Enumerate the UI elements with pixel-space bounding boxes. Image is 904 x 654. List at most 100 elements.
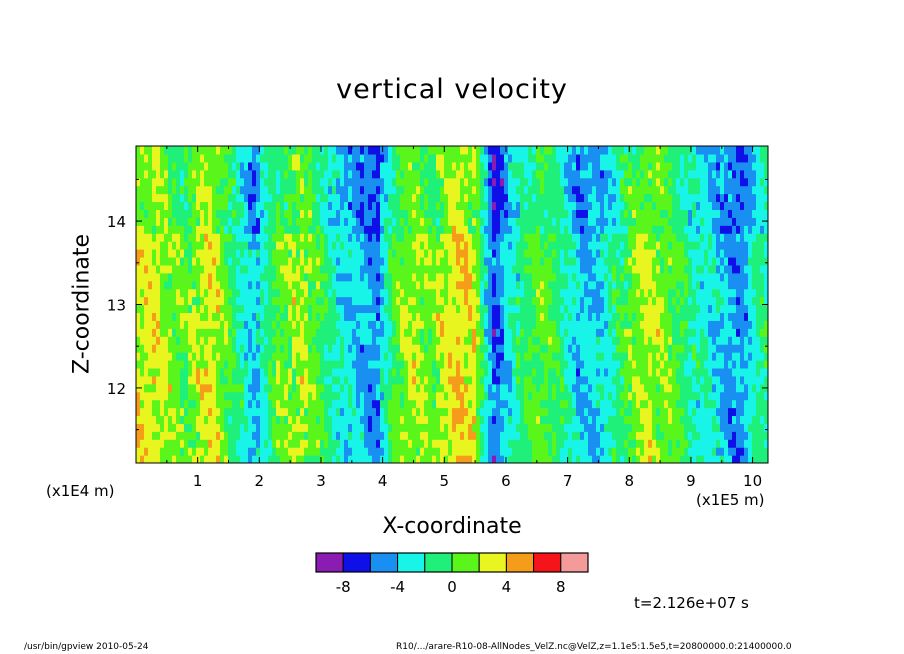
heatmap-cell	[204, 272, 209, 282]
heatmap-cell	[320, 407, 325, 417]
heatmap-cell	[192, 209, 197, 218]
heatmap-cell	[220, 225, 225, 234]
heatmap-cell	[388, 367, 393, 377]
heatmap-cell	[588, 169, 593, 179]
heatmap-cell	[508, 391, 513, 401]
heatmap-cell	[304, 280, 309, 290]
heatmap-cell	[164, 146, 169, 155]
heatmap-cell	[376, 280, 381, 290]
heatmap-cell	[436, 201, 441, 210]
heatmap-cell	[376, 391, 381, 401]
heatmap-cell	[340, 288, 345, 298]
heatmap-cell	[548, 146, 553, 155]
heatmap-cell	[276, 233, 281, 242]
heatmap-cell	[220, 312, 225, 321]
heatmap-cell	[364, 312, 369, 321]
heatmap-cell	[196, 146, 201, 155]
heatmap-cell	[336, 367, 341, 377]
heatmap-cell	[528, 328, 533, 337]
heatmap-cell	[284, 233, 289, 242]
heatmap-cell	[336, 359, 341, 369]
heatmap-cell	[300, 415, 305, 424]
heatmap-cell	[524, 399, 529, 409]
heatmap-cell	[376, 241, 381, 250]
heatmap-cell	[172, 439, 177, 448]
heatmap-cell	[184, 320, 189, 329]
heatmap-cell	[256, 312, 261, 321]
heatmap-cell	[616, 209, 621, 218]
heatmap-cell	[444, 217, 449, 226]
heatmap-cell	[576, 249, 581, 258]
heatmap-cell	[268, 359, 273, 369]
heatmap-cell	[276, 153, 281, 163]
heatmap-cell	[432, 217, 437, 226]
heatmap-cell	[440, 241, 445, 250]
heatmap-cell	[332, 304, 337, 314]
heatmap-cell	[600, 161, 605, 171]
heatmap-cell	[140, 272, 145, 282]
heatmap-cell	[180, 296, 185, 306]
heatmap-cell	[348, 423, 353, 432]
heatmap-cell	[344, 288, 349, 298]
heatmap-cell	[204, 146, 209, 155]
heatmap-cell	[308, 320, 313, 329]
heatmap-cell	[376, 233, 381, 242]
heatmap-cell	[152, 359, 157, 369]
heatmap-cell	[236, 241, 241, 250]
heatmap-cell	[384, 367, 389, 377]
heatmap-cell	[548, 225, 553, 234]
heatmap-cell	[416, 280, 421, 290]
heatmap-cell	[572, 193, 577, 203]
heatmap-cell	[616, 415, 621, 424]
heatmap-cell	[572, 383, 577, 393]
heatmap-cell	[280, 399, 285, 409]
heatmap-cell	[440, 344, 445, 353]
heatmap-cell	[632, 439, 637, 448]
heatmap-cell	[192, 241, 197, 250]
heatmap-cell	[256, 264, 261, 274]
heatmap-cell	[212, 146, 217, 155]
heatmap-cell	[232, 280, 237, 290]
heatmap-cell	[192, 296, 197, 306]
heatmap-cell	[280, 201, 285, 210]
heatmap-cell	[160, 225, 165, 234]
heatmap-cell	[168, 272, 173, 282]
heatmap-cell	[324, 455, 329, 463]
heatmap-cell	[604, 439, 609, 448]
heatmap-cell	[336, 375, 341, 385]
heatmap-cell	[592, 312, 597, 321]
heatmap-cell	[564, 344, 569, 353]
heatmap-cell	[520, 359, 525, 369]
heatmap-cell	[204, 193, 209, 203]
heatmap-cell	[208, 225, 213, 234]
heatmap-cell	[264, 288, 269, 298]
heatmap-cell	[528, 256, 533, 266]
heatmap-cell	[468, 280, 473, 290]
heatmap-cell	[564, 225, 569, 234]
heatmap-cell	[368, 399, 373, 409]
heatmap-cell	[300, 201, 305, 210]
heatmap-cell	[336, 352, 341, 361]
heatmap-cell	[460, 169, 465, 179]
heatmap-cell	[248, 447, 253, 456]
heatmap-cell	[368, 336, 373, 345]
heatmap-cell	[308, 225, 313, 234]
heatmap-cell	[352, 161, 357, 171]
heatmap-cell	[360, 296, 365, 306]
heatmap-cell	[180, 209, 185, 218]
heatmap-cell	[584, 455, 589, 463]
heatmap-cell	[588, 241, 593, 250]
heatmap-cell	[164, 312, 169, 321]
heatmap-cell	[504, 225, 509, 234]
heatmap-cell	[524, 455, 529, 463]
heatmap-cell	[376, 344, 381, 353]
heatmap-cell	[528, 280, 533, 290]
heatmap-cell	[156, 153, 161, 163]
heatmap-cell	[224, 288, 229, 298]
heatmap-cell	[320, 161, 325, 171]
heatmap-cell	[492, 383, 497, 393]
heatmap-cell	[296, 423, 301, 432]
heatmap-cell	[572, 256, 577, 266]
heatmap-cell	[240, 304, 245, 314]
heatmap-cell	[528, 177, 533, 187]
